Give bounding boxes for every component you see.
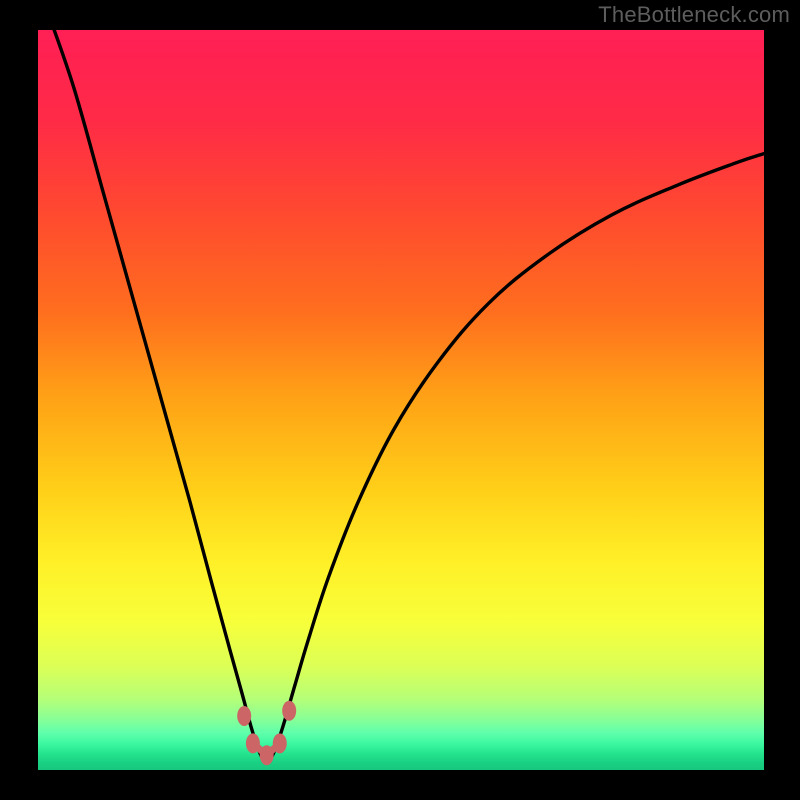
node-marker [260,745,274,765]
node-marker [273,733,287,753]
node-marker [237,706,251,726]
node-marker [282,701,296,721]
node-marker [246,733,260,753]
chart-stage: TheBottleneck.com [0,0,800,800]
chart-background [38,30,764,770]
chart-svg [38,30,764,770]
watermark-text: TheBottleneck.com [598,2,790,28]
